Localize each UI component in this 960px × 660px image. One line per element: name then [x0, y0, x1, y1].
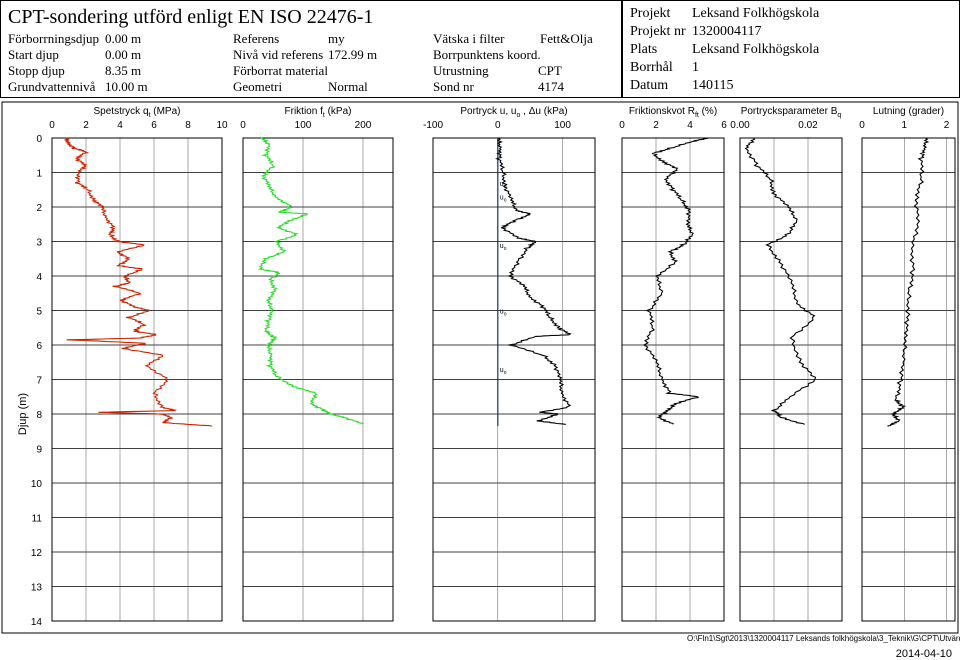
uo-label: uo: [500, 309, 507, 318]
depth-tick-label: 11: [32, 514, 43, 525]
header-value-c4: 1: [692, 60, 699, 75]
panel-tick-label: 8: [185, 120, 191, 131]
panel-tick-label: 2: [653, 120, 659, 131]
panel-title: Spetstryck qt (MPa): [94, 106, 181, 119]
panel-tick-label: -100: [423, 120, 443, 131]
panel-border: [621, 137, 725, 622]
header-label-c2: Nivå vid referens: [233, 47, 324, 62]
header-label-c4: Datum: [630, 78, 669, 93]
header-value-c1: 0.00 m: [105, 47, 142, 62]
panel-tick-label: 0: [495, 120, 501, 131]
panel-title: Portrycksparameter Bq: [741, 106, 842, 119]
depth-tick-label: 5: [36, 307, 42, 318]
depth-tick-label: 6: [36, 341, 42, 352]
header-value-c4: 1320004117: [692, 24, 762, 39]
depth-tick-label: 3: [36, 238, 42, 249]
panel-title: Lutning (grader): [873, 106, 944, 117]
header-value-c4: 140115: [692, 78, 734, 93]
header-label-c4: Projekt: [630, 6, 671, 21]
header-value-c2: my: [328, 31, 345, 46]
header-value-c4: Leksand Folkhögskola: [692, 6, 820, 21]
header-label-c3: Borrpunktens koord.: [433, 47, 541, 62]
panel-border: [51, 137, 223, 622]
series-line-3: [642, 137, 708, 425]
depth-tick-label: 10: [31, 479, 43, 490]
panel-tick-label: 0: [619, 120, 625, 131]
panel-tick-label: 100: [295, 120, 312, 131]
page-title: CPT-sondering utförd enligt EN ISO 22476…: [8, 6, 374, 28]
header-label-c3: Vätska i filter: [433, 31, 505, 46]
series-line-1: [258, 137, 364, 425]
panel-tick-label: 6: [721, 120, 727, 131]
header-value-c3: 4174: [538, 79, 564, 94]
header-value-c4: Leksand Folkhögskola: [692, 42, 820, 57]
panel-title: Friktion ft (kPa): [285, 106, 352, 119]
header-label-c2: Referens: [233, 31, 280, 46]
panel-tick-label: 2: [83, 120, 89, 131]
panel-tick-label: 100: [554, 120, 571, 131]
series-line-4: [744, 137, 817, 425]
uo-label: uo: [500, 367, 507, 376]
header-label-c1: Stopp djup: [8, 63, 65, 78]
header-label-c4: Projekt nr: [630, 24, 686, 39]
panel-tick-label: 200: [355, 120, 372, 131]
header-value-c3: CPT: [538, 63, 562, 78]
panel-tick-label: 4: [117, 120, 123, 131]
depth-tick-label: 9: [36, 445, 42, 456]
uo-label: uo: [500, 195, 507, 204]
panel-tick-label: 2: [944, 120, 950, 131]
header-label-c3: Utrustning: [433, 63, 489, 78]
footer-file-path: O:\Fln1\Sgt\2013\1320004117 Leksands fol…: [687, 634, 960, 643]
depth-tick-label: 0: [36, 134, 42, 145]
panel-tick-label: 10: [216, 120, 228, 131]
panel-tick-label: 4: [687, 120, 693, 131]
series-line-0: [63, 137, 212, 427]
panel-title: Friktionskvot Rft (%): [629, 106, 717, 119]
depth-tick-label: 2: [36, 203, 42, 214]
header-label-c1: Förborrningsdjup: [8, 31, 99, 46]
header-value-c3: Fett&Olja: [540, 31, 593, 46]
panel-tick-label: 0.00: [730, 120, 750, 131]
header-label-c1: Grundvattennivå: [8, 79, 96, 94]
depth-tick-label: 8: [36, 410, 42, 421]
footer-date: 2014-04-10: [895, 648, 952, 660]
panel-tick-label: 0: [859, 120, 865, 131]
header-value-c2: Normal: [328, 79, 368, 94]
panel-tick-label: 0.02: [798, 120, 818, 131]
chart-frame: [1, 101, 959, 634]
panel-tick-label: 1: [901, 120, 907, 131]
uo-label: uo: [500, 243, 507, 252]
header-value-c1: 0.00 m: [105, 31, 142, 46]
depth-tick-label: 14: [31, 617, 43, 628]
header-value-c1: 10.00 m: [105, 79, 148, 94]
header-label-c4: Plats: [630, 42, 658, 57]
header-label-c4: Borrhål: [630, 60, 673, 75]
header-main-box: [0, 0, 622, 98]
depth-tick-label: 12: [31, 548, 43, 559]
panel-border: [242, 137, 394, 622]
series-line-5: [887, 137, 930, 427]
header-label-c3: Sond nr: [433, 79, 474, 94]
header-label-c2: Förborrat material: [233, 63, 328, 78]
panel-title: Portryck u, uo , Δu (kPa): [460, 106, 567, 119]
header-label-c1: Start djup: [8, 47, 59, 62]
panel-tick-label: 6: [151, 120, 157, 131]
depth-tick-label: 7: [36, 376, 42, 387]
panel-border: [739, 137, 843, 622]
depth-tick-label: 4: [36, 272, 42, 283]
depth-tick-label: 13: [31, 583, 43, 594]
header-value-c1: 8.35 m: [105, 63, 142, 78]
depth-tick-label: 1: [36, 169, 42, 180]
depth-axis-label: Djup (m): [17, 393, 29, 435]
panel-tick-label: 0: [49, 120, 55, 131]
panel-tick-label: 0: [240, 120, 246, 131]
panel-border: [861, 137, 956, 622]
header-value-c2: 172.99 m: [328, 47, 378, 62]
header-label-c2: Geometri: [233, 79, 283, 94]
panel-border: [432, 137, 596, 622]
series-line-2: [495, 137, 572, 425]
